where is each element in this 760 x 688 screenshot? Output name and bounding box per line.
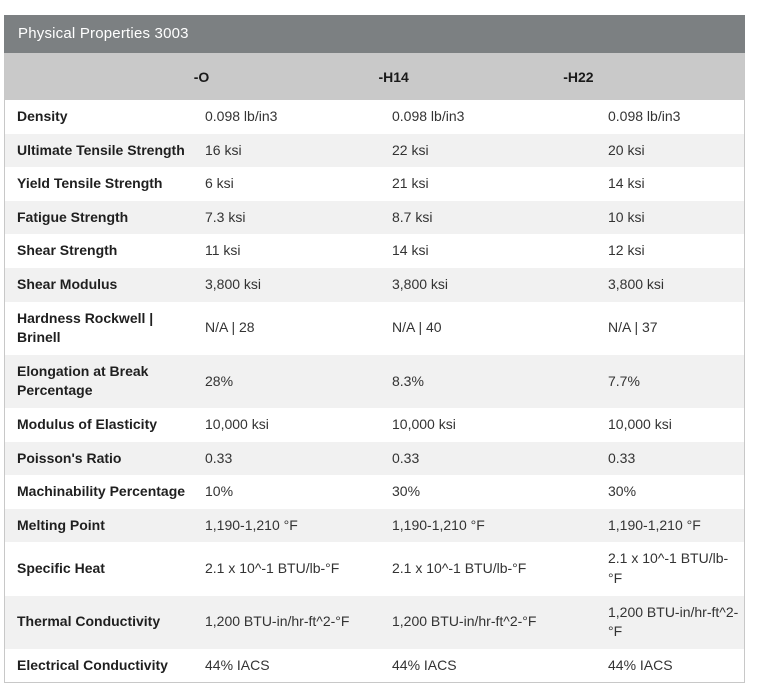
- cell-value: 28%: [205, 372, 234, 389]
- table-row: Melting Point 1,190-1,210 °F 1,190-1,210 °…: [5, 508, 744, 543]
- cell-value: 1,200 BTU-in/hr-ft^2-°F: [392, 613, 537, 630]
- table-row: Hardness Rockwell | Brinell N/A | 28 N/A |…: [5, 301, 744, 355]
- cell-value: 10 ksi: [608, 208, 645, 225]
- row-label: Machinability Percentage: [17, 483, 186, 500]
- cell-value: N/A | 28: [205, 319, 255, 336]
- cell-value: 44% IACS: [392, 656, 457, 673]
- cell-value: 3,800 ksi: [392, 275, 449, 292]
- cell-value: 16 ksi: [205, 141, 242, 158]
- row-label: Ultimate Tensile Strength: [17, 141, 185, 158]
- cell-value: 1,200 BTU-in/hr-ft^2-°F: [608, 603, 739, 640]
- table-row: Specific Heat 2.1 x 10^-1 BTU/lb-°F 2.1 x …: [5, 542, 744, 596]
- cell-value: 14 ksi: [392, 242, 429, 259]
- cell-value: 0.098 lb/in3: [205, 108, 278, 124]
- cell-value: 10,000 ksi: [608, 415, 672, 432]
- row-label: Thermal Conductivity: [17, 613, 161, 630]
- row-label: Poisson's Ratio: [17, 449, 122, 466]
- row-label: Hardness Rockwell | Brinell: [17, 309, 154, 346]
- table-row: Machinability Percentage 10% 30% 30%: [5, 475, 744, 509]
- row-label: Shear Modulus: [17, 275, 118, 292]
- cell-value: 3,800 ksi: [608, 275, 665, 292]
- cell-value: 30%: [608, 483, 637, 500]
- cell-value: 20 ksi: [608, 141, 645, 158]
- table-body: Density 0.098 lb/in3 0.098 lb/in3 0.098 lb/…: [5, 100, 744, 683]
- properties-table: Physical Properties 3003 -O -H14 -H22 Dens…: [4, 15, 745, 684]
- cell-value: 21 ksi: [392, 175, 429, 192]
- cell-value: 0.098 lb/in3: [392, 108, 465, 124]
- row-label: Elongation at Break Percentage: [17, 362, 149, 399]
- cell-value: 0.33: [205, 449, 233, 466]
- cell-value: 1,190-1,210 °F: [205, 516, 298, 533]
- row-label: Density: [17, 108, 68, 124]
- cell-value: 2.1 x 10^-1 BTU/lb-°F: [392, 560, 527, 577]
- row-label: Shear Strength: [17, 242, 118, 259]
- cell-value: 0.33: [392, 449, 420, 466]
- cell-value: 10,000 ksi: [392, 415, 456, 432]
- table-row: Shear Strength 11 ksi 14 ksi 12 ksi: [5, 234, 744, 268]
- cell-value: 22 ksi: [392, 141, 429, 158]
- table-row: Thermal Conductivity 1,200 BTU-in/hr-ft^2…: [5, 595, 744, 649]
- cell-value: 1,200 BTU-in/hr-ft^2-°F: [205, 613, 350, 630]
- table-row: Yield Tensile Strength 6 ksi 21 ksi 14 ksi: [5, 167, 744, 201]
- cell-value: 2.1 x 10^-1 BTU/lb-°F: [608, 550, 729, 586]
- table-header-row: -O -H14 -H22: [5, 53, 744, 100]
- table-row: Poisson's Ratio 0.33 0.33 0.33: [5, 441, 744, 476]
- cell-value: 6 ksi: [205, 175, 234, 192]
- row-label: Electrical Conductivity: [17, 656, 168, 673]
- cell-value: N/A | 40: [392, 319, 442, 336]
- cell-value: 2.1 x 10^-1 BTU/lb-°F: [205, 560, 340, 577]
- table-grid: -O -H14 -H22 Density 0.098 lb/in3 0.098 lb/i…: [4, 53, 745, 684]
- cell-value: 30%: [392, 483, 421, 500]
- column-header: -O: [193, 68, 210, 85]
- cell-value: 7.7%: [608, 372, 640, 389]
- row-label: Fatigue Strength: [17, 208, 129, 225]
- row-label: Modulus of Elasticity: [17, 415, 158, 432]
- cell-value: 8.3%: [392, 372, 424, 389]
- table-title: Physical Properties 3003: [18, 25, 189, 42]
- table-row: Shear Modulus 3,800 ksi 3,800 ksi 3,800 ksi: [5, 267, 744, 302]
- table-row: Modulus of Elasticity 10,000 ksi 10,000 ks…: [5, 407, 744, 442]
- cell-value: 7.3 ksi: [205, 208, 246, 225]
- column-header: -H14: [378, 68, 409, 85]
- column-header: -H22: [563, 68, 594, 85]
- cell-value: 14 ksi: [608, 175, 645, 192]
- cell-value: 8.7 ksi: [392, 208, 433, 225]
- cell-value: 12 ksi: [608, 242, 645, 259]
- cell-value: 44% IACS: [608, 656, 673, 673]
- cell-value: 0.33: [608, 449, 636, 466]
- table-title-bar: Physical Properties 3003: [4, 15, 745, 53]
- cell-value: 10,000 ksi: [205, 415, 269, 432]
- cell-value: N/A | 37: [608, 319, 658, 336]
- table-row: Density 0.098 lb/in3 0.098 lb/in3 0.098 lb/…: [5, 100, 744, 134]
- table-row: Fatigue Strength 7.3 ksi 8.7 ksi 10 ksi: [5, 200, 744, 235]
- table-row: Elongation at Break Percentage 28% 8.3% 7.7…: [5, 354, 744, 408]
- table-row: Ultimate Tensile Strength 16 ksi 22 ksi 20 …: [5, 133, 744, 168]
- cell-value: 1,190-1,210 °F: [608, 516, 701, 533]
- cell-value: 3,800 ksi: [205, 275, 262, 292]
- cell-value: 11 ksi: [205, 242, 241, 259]
- row-label: Yield Tensile Strength: [17, 175, 163, 192]
- cell-value: 44% IACS: [205, 656, 270, 673]
- table-row: Electrical Conductivity 44% IACS 44% IACS 4…: [5, 648, 744, 683]
- cell-value: 0.098 lb/in3: [608, 108, 681, 124]
- row-label: Specific Heat: [17, 560, 105, 577]
- cell-value: 10%: [205, 483, 234, 500]
- row-label: Melting Point: [17, 516, 105, 533]
- cell-value: 1,190-1,210 °F: [392, 516, 485, 533]
